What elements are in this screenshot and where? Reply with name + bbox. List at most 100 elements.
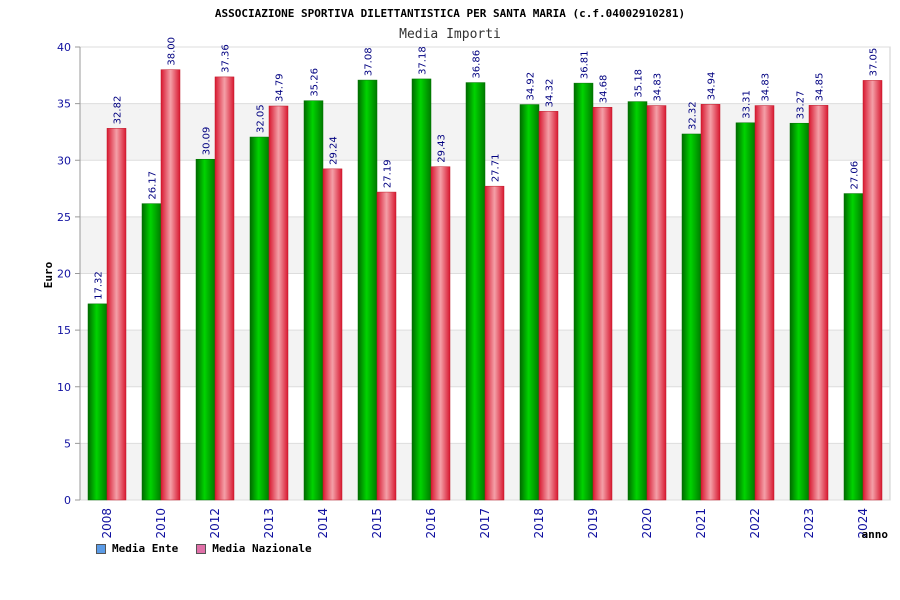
bar-media-nazionale <box>430 166 451 501</box>
bar-media-ente <box>303 100 324 501</box>
value-label: 29.24 <box>329 136 340 165</box>
value-label: 30.09 <box>202 127 213 156</box>
bar-media-ente <box>843 193 864 501</box>
value-label: 34.83 <box>761 73 772 102</box>
bar-media-ente <box>789 122 810 501</box>
value-label: 34.83 <box>653 73 664 102</box>
x-tick-label: 2024 <box>856 508 870 539</box>
x-tick-label: 2020 <box>640 508 654 539</box>
value-label: 34.79 <box>275 73 286 102</box>
x-tick-label: 2012 <box>208 508 222 539</box>
value-label: 36.81 <box>580 50 591 79</box>
value-label: 34.94 <box>707 72 718 101</box>
legend-label-nazionale: Media Nazionale <box>212 542 312 555</box>
value-label: 34.85 <box>815 73 826 102</box>
value-label: 37.05 <box>869 48 880 77</box>
value-label: 27.06 <box>850 161 861 190</box>
y-tick-label: 5 <box>64 437 71 450</box>
y-axis-title: Euro <box>42 261 55 288</box>
bar-media-ente <box>141 203 162 501</box>
bar-media-ente <box>87 303 108 501</box>
x-tick-label: 2019 <box>586 508 600 539</box>
bar-media-nazionale <box>700 104 721 501</box>
value-label: 33.31 <box>742 90 753 119</box>
y-tick-label: 0 <box>64 494 71 507</box>
value-label: 35.26 <box>310 68 321 97</box>
bar-media-nazionale <box>214 76 235 501</box>
value-label: 27.19 <box>383 159 394 188</box>
y-tick-label: 40 <box>57 41 71 54</box>
x-tick-label: 2014 <box>316 508 330 539</box>
x-tick-label: 2021 <box>694 508 708 539</box>
value-label: 17.32 <box>94 271 105 300</box>
bar-media-nazionale <box>808 105 829 501</box>
x-tick-label: 2015 <box>370 508 384 539</box>
x-tick-label: 2023 <box>802 508 816 539</box>
value-label: 27.71 <box>491 154 502 183</box>
bar-media-nazionale <box>160 69 181 501</box>
x-tick-label: 2016 <box>424 508 438 539</box>
bar-media-ente <box>573 82 594 501</box>
bar-media-ente <box>357 79 378 501</box>
value-label: 37.36 <box>221 44 232 73</box>
value-label: 34.92 <box>526 72 537 101</box>
bar-media-nazionale <box>322 168 343 501</box>
value-label: 33.27 <box>796 91 807 120</box>
bar-media-ente <box>735 122 756 501</box>
value-label: 34.32 <box>545 79 556 108</box>
bar-media-ente <box>519 104 540 501</box>
bar-media-nazionale <box>484 185 505 501</box>
legend-swatch-nazionale <box>196 543 207 554</box>
value-label: 32.82 <box>113 96 124 125</box>
y-tick-label: 30 <box>57 154 71 167</box>
x-tick-label: 2013 <box>262 508 276 539</box>
bar-media-nazionale <box>268 105 289 501</box>
x-tick-label: 2010 <box>154 508 168 539</box>
x-tick-label: 2008 <box>100 508 114 539</box>
x-tick-label: 2018 <box>532 508 546 539</box>
chart-subtitle: Media Importi <box>399 27 501 42</box>
bar-media-nazionale <box>106 128 127 501</box>
x-axis-ticks: 2008 2010 2012 2013 2014 2015 2016 2017 2018 2019… <box>100 508 870 539</box>
bar-media-ente <box>249 136 270 501</box>
value-label: 36.86 <box>472 50 483 79</box>
bar-media-nazionale <box>646 105 667 501</box>
y-tick-label: 35 <box>57 98 71 111</box>
value-label: 26.17 <box>148 171 159 200</box>
value-label: 37.18 <box>418 46 429 75</box>
legend-item-nazionale: Media Nazionale <box>196 542 312 555</box>
bars <box>87 69 883 501</box>
x-tick-label: 2022 <box>748 508 762 539</box>
bar-media-ente <box>195 158 216 501</box>
legend: Media Ente Media Nazionale <box>96 542 312 555</box>
bar-media-nazionale <box>376 191 397 501</box>
bar-media-nazionale <box>592 106 613 501</box>
value-label: 32.05 <box>256 104 267 133</box>
bar-media-ente <box>465 82 486 501</box>
legend-item-ente: Media Ente <box>96 542 178 555</box>
y-axis-ticks: 0 5 10 15 20 25 30 35 40 <box>57 41 81 507</box>
bar-media-nazionale <box>754 105 775 501</box>
y-tick-label: 15 <box>57 324 71 337</box>
bar-media-nazionale <box>862 80 883 501</box>
bar-media-ente <box>681 133 702 501</box>
value-label: 34.68 <box>599 75 610 104</box>
x-tick-label: 2017 <box>478 508 492 539</box>
legend-swatch-ente <box>96 543 106 554</box>
value-label: 29.43 <box>437 134 448 163</box>
bar-media-ente <box>411 78 432 501</box>
y-tick-label: 10 <box>57 381 71 394</box>
chart-title: ASSOCIAZIONE SPORTIVA DILETTANTISTICA PE… <box>215 7 685 20</box>
bar-media-ente <box>627 101 648 501</box>
x-axis-title: anno <box>862 528 889 541</box>
y-tick-label: 20 <box>57 268 71 281</box>
value-label: 32.32 <box>688 101 699 130</box>
value-label: 38.00 <box>167 37 178 66</box>
y-tick-label: 25 <box>57 211 71 224</box>
bar-media-nazionale <box>538 111 559 501</box>
value-labels: 17.32 32.82 26.17 38.00 30.09 37.36 32.05 34.79… <box>94 37 880 300</box>
value-label: 35.18 <box>634 69 645 98</box>
value-label: 37.08 <box>364 47 375 76</box>
legend-label-ente: Media Ente <box>112 542 179 555</box>
